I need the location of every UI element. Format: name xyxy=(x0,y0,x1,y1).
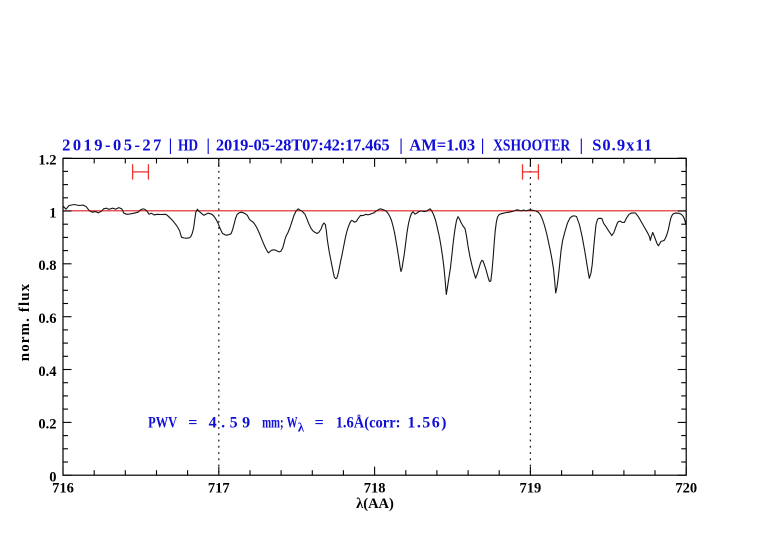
svg-text:W: W xyxy=(287,415,298,432)
svg-text:XSHOOTER: XSHOOTER xyxy=(493,135,571,154)
svg-text:718: 718 xyxy=(364,480,386,496)
svg-text:norm. flux: norm. flux xyxy=(17,283,33,362)
svg-text:0.4: 0.4 xyxy=(38,364,56,380)
svg-text:1: 1 xyxy=(49,205,56,221)
svg-text:0: 0 xyxy=(49,470,56,486)
svg-text:0.8: 0.8 xyxy=(38,258,56,274)
svg-text:716: 716 xyxy=(52,480,74,496)
svg-text:|: | xyxy=(169,135,173,154)
svg-text:HD: HD xyxy=(178,135,198,154)
svg-text:1.2: 1.2 xyxy=(38,153,56,169)
svg-text:717: 717 xyxy=(208,480,230,496)
svg-text:mm;: mm; xyxy=(262,415,284,432)
svg-text:1.56): 1.56) xyxy=(407,415,446,432)
svg-text:0.2: 0.2 xyxy=(38,417,56,433)
svg-text:S0.9x11: S0.9x11 xyxy=(592,135,652,154)
svg-text:=: = xyxy=(315,415,324,432)
svg-text:4.59: 4.59 xyxy=(209,415,251,432)
svg-text:0.6: 0.6 xyxy=(38,311,56,327)
svg-text:λ(AA): λ(AA) xyxy=(356,496,394,512)
svg-text:1.6Å(corr:: 1.6Å(corr: xyxy=(336,414,401,432)
svg-text:720: 720 xyxy=(675,480,697,496)
svg-text:λ: λ xyxy=(298,420,305,435)
svg-text:|: | xyxy=(206,135,210,154)
svg-text:|: | xyxy=(399,135,403,154)
svg-text:|: | xyxy=(580,135,584,154)
svg-text:PWV: PWV xyxy=(148,415,177,432)
svg-text:2019-05-28T07:42:17.465: 2019-05-28T07:42:17.465 xyxy=(216,135,390,154)
svg-text:719: 719 xyxy=(520,480,542,496)
svg-text:|: | xyxy=(481,135,485,154)
svg-text:=: = xyxy=(188,415,197,432)
svg-text:AM=1.03: AM=1.03 xyxy=(409,135,475,154)
